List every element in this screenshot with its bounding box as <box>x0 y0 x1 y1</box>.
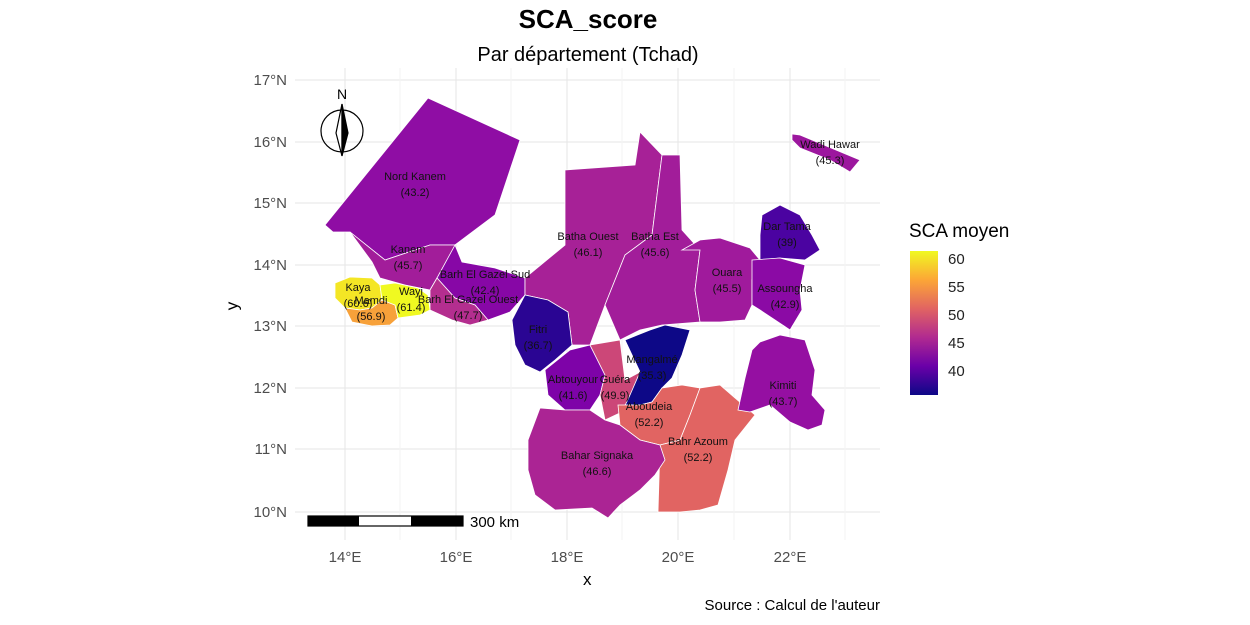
regions-layer <box>324 97 861 519</box>
legend-tick-label: 40 <box>948 363 965 380</box>
region-wadi-hawar <box>791 133 861 173</box>
lon-tick-label: 14°E <box>329 549 362 566</box>
legend-colorbar <box>910 251 938 395</box>
region-bahr-azoum <box>657 384 756 513</box>
region-name-label: Wayi <box>399 286 423 298</box>
region-value-label: (56.9) <box>357 311 386 323</box>
region-dar-tama <box>759 204 821 261</box>
region-name-label: Kanem <box>391 244 426 256</box>
scale-label: 300 km <box>470 514 519 531</box>
lat-tick-label: 16°N <box>253 134 287 151</box>
region-value-label: (60.6) <box>344 298 373 310</box>
region-name-label: Mamdi <box>354 295 387 307</box>
region-value-label: (43.7) <box>769 396 798 408</box>
y-axis-title: y <box>222 301 242 311</box>
axis-ticks: 17°N 16°N 15°N 14°N 13°N 12°N 11°N 10°N 14°E 16°E… <box>253 72 806 566</box>
region-assoungha <box>751 257 806 331</box>
legend-tick-label: 55 <box>948 279 965 296</box>
region-name-label: Dar Tama <box>763 221 811 233</box>
region-name-label: Bahar Signaka <box>561 450 634 462</box>
lon-tick-label: 22°E <box>774 549 807 566</box>
region-value-label: (45.5) <box>713 283 742 295</box>
region-name-label: Ouara <box>712 267 743 279</box>
region-value-label: (42.9) <box>771 299 800 311</box>
region-name-label: Abtouyour <box>548 374 598 386</box>
lat-tick-label: 13°N <box>253 318 287 335</box>
region-wayi <box>379 282 431 319</box>
region-name-label: Nord Kanem <box>384 171 446 183</box>
region-value-label: (36.7) <box>524 340 553 352</box>
region-value-label: (35.3) <box>638 370 667 382</box>
lon-tick-label: 16°E <box>440 549 473 566</box>
region-name-label: Wadi Hawar <box>800 139 860 151</box>
region-bahar-signaka <box>527 407 666 519</box>
region-value-label: (45.3) <box>816 155 845 167</box>
region-name-label: Bahr Azoum <box>668 436 728 448</box>
region-batha-est <box>604 154 701 341</box>
north-arrow: N <box>320 86 364 157</box>
legend-tick-label: 60 <box>948 251 965 268</box>
region-name-label: Kimiti <box>770 380 797 392</box>
region-name-label: Batha Est <box>631 231 679 243</box>
region-name-label: Aboudeia <box>626 401 673 413</box>
region-name-label: Barh El Gazel Sud <box>440 269 531 281</box>
region-name-label: Fitri <box>529 324 547 336</box>
region-fitri <box>511 294 573 373</box>
region-name-label: Barh El Gazel Ouest <box>418 294 518 306</box>
region-value-label: (43.2) <box>401 187 430 199</box>
legend-tick-label: 45 <box>948 335 965 352</box>
region-value-label: (45.6) <box>641 247 670 259</box>
region-value-label: (42.4) <box>471 285 500 297</box>
region-value-label: (52.2) <box>635 417 664 429</box>
region-value-label: (61.4) <box>397 302 426 314</box>
region-name-label: Kaya <box>345 282 371 294</box>
lat-tick-label: 11°N <box>255 441 287 458</box>
region-name-label: Guéra <box>600 374 631 386</box>
lon-tick-label: 18°E <box>551 549 584 566</box>
region-value-label: (39) <box>777 237 797 249</box>
region-gu-ra <box>589 339 641 421</box>
lat-tick-label: 15°N <box>253 195 287 212</box>
region-value-label: (47.7) <box>454 310 483 322</box>
scale-bar: 300 km <box>307 514 519 531</box>
region-barh-el-gazel-ouest <box>429 277 489 326</box>
map-subtitle: Par département (Tchad) <box>477 44 699 66</box>
lat-tick-label: 17°N <box>253 72 287 89</box>
region-value-label: (45.7) <box>394 260 423 272</box>
lon-tick-label: 20°E <box>662 549 695 566</box>
map-title: SCA_score <box>518 4 658 34</box>
legend-tick-label: 50 <box>948 307 965 324</box>
region-name-label: Assoungha <box>757 283 813 295</box>
north-label: N <box>337 86 347 102</box>
legend-title: SCA moyen <box>909 221 1010 242</box>
map-caption: Source : Calcul de l'auteur <box>704 597 880 614</box>
region-value-label: (46.1) <box>574 247 603 259</box>
region-labels-layer: Nord Kanem (43.2) Kanem (45.7) Barh El Gazel… <box>344 139 860 478</box>
region-value-label: (52.2) <box>684 452 713 464</box>
x-axis-title: x <box>583 570 592 589</box>
region-name-label: Batha Ouest <box>557 231 618 243</box>
lat-tick-label: 10°N <box>253 504 287 521</box>
lat-tick-label: 12°N <box>253 380 287 397</box>
region-value-label: (41.6) <box>559 390 588 402</box>
region-name-label: Mangalmé <box>626 354 677 366</box>
region-kimiti <box>737 334 826 431</box>
lat-tick-label: 14°N <box>253 257 287 274</box>
region-value-label: (49.9) <box>601 390 630 402</box>
region-value-label: (46.6) <box>583 466 612 478</box>
